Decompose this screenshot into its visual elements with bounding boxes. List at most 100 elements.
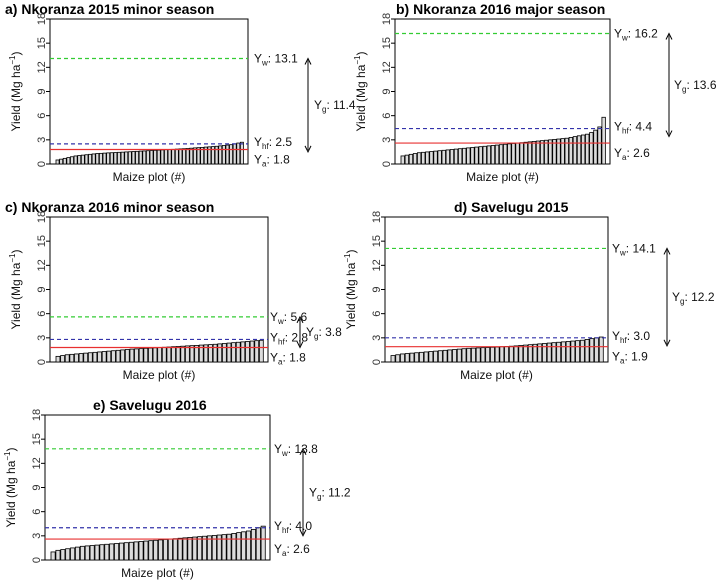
bar	[185, 148, 190, 165]
bar	[457, 148, 463, 165]
bar	[231, 533, 237, 561]
chart-title: a) Nkoranza 2015 minor season	[5, 1, 214, 17]
bar	[167, 538, 173, 561]
bar	[73, 155, 78, 165]
bar	[532, 343, 538, 363]
bar	[449, 149, 455, 165]
bar	[511, 143, 516, 165]
bar	[88, 153, 93, 165]
yw-label-subscript: w	[619, 248, 626, 257]
ya-label: Ya: 1.9	[612, 350, 648, 366]
chart-panel-4: d) Savelugu 2015 0 3 6 9 12 15 18 Yield (Mg ha−1…	[343, 199, 715, 382]
bar	[527, 344, 533, 363]
bar	[456, 348, 462, 363]
bar	[134, 348, 139, 363]
chart-title: d) Savelugu 2015	[454, 199, 569, 215]
bar	[546, 342, 552, 363]
bar	[208, 344, 213, 363]
bar	[523, 141, 528, 165]
arrow-head-down	[299, 529, 307, 537]
y-tick-label: 9	[381, 88, 393, 94]
bar	[518, 345, 524, 363]
bar	[145, 150, 150, 165]
yg-label-symbol: Y	[309, 485, 317, 499]
yw-label-symbol: Y	[270, 310, 278, 324]
x-axis-label: Maize plot (#)	[121, 566, 194, 580]
bar	[101, 351, 107, 363]
yhf-label-subscript: hf	[262, 142, 269, 151]
bar	[164, 149, 168, 165]
yg-label-subscript: g	[314, 332, 318, 341]
bar	[198, 344, 204, 363]
y-axis-label-text: Yield (Mg ha	[9, 262, 23, 329]
bar	[109, 152, 114, 165]
bar	[414, 352, 420, 363]
chart-panel-2: b) Nkoranza 2016 major season 0 3 6 9 12 15 18 Y…	[353, 1, 717, 184]
bar	[55, 159, 60, 165]
plot-frame	[49, 216, 269, 363]
yhf-label: Yhf: 4.4	[614, 120, 652, 136]
chart-panel-5: e) Savelugu 2016 0 3 6 9 12 15 18 Yield (Mg ha−1…	[3, 397, 351, 580]
bar	[106, 350, 112, 363]
bar	[478, 146, 483, 165]
bar	[180, 345, 186, 363]
y-tick-label: 15	[36, 235, 48, 247]
y-tick-label: 18	[381, 13, 393, 25]
bar	[203, 344, 209, 363]
y-axis-label: Yield (Mg ha−1)	[3, 447, 18, 527]
bar	[581, 134, 586, 165]
bar	[240, 341, 246, 363]
bar	[212, 343, 218, 363]
bar	[428, 351, 434, 363]
bar	[211, 146, 215, 165]
bar	[174, 148, 179, 165]
yw-label: Yw: 14.1	[612, 241, 656, 257]
bar	[166, 346, 172, 363]
bar	[229, 144, 234, 165]
y-axis-label-sup: −1	[353, 55, 362, 65]
yw-label-subscript: w	[281, 449, 288, 458]
bar	[104, 543, 110, 561]
yg-label-symbol: Y	[674, 78, 682, 92]
bar	[84, 154, 89, 165]
yg-label-value: : 11.4	[326, 98, 355, 112]
bar	[474, 146, 479, 165]
bar	[148, 347, 153, 363]
bar	[589, 132, 594, 165]
ya-label-subscript: a	[262, 160, 267, 169]
y-tick-label: 3	[371, 335, 383, 341]
ya-label-subscript: a	[278, 358, 283, 367]
yw-label-subscript: w	[277, 317, 284, 326]
bar	[153, 539, 159, 561]
yhf-label: Yhf: 2.8	[270, 330, 308, 346]
bar	[409, 352, 415, 363]
x-axis-label: Maize plot (#)	[466, 170, 539, 184]
y-tick-label: 3	[381, 137, 393, 143]
bar	[192, 536, 198, 561]
ya-label-symbol: Y	[254, 153, 262, 167]
y-tick-label: 6	[36, 311, 48, 317]
bar	[138, 348, 144, 363]
bar	[575, 340, 581, 363]
x-axis-label: Maize plot (#)	[460, 368, 533, 382]
bar	[218, 145, 223, 165]
yw-label: Yw: 5.6	[270, 310, 307, 326]
bar	[221, 145, 226, 165]
chart-panel-1: a) Nkoranza 2015 minor season 0 3 6 9 12 15 18 Y…	[5, 1, 356, 184]
y-tick-label: 15	[381, 37, 393, 49]
bar	[89, 545, 95, 561]
ya-label-value: : 1.8	[266, 153, 290, 167]
bar	[560, 138, 565, 165]
bar	[214, 145, 219, 165]
bar	[576, 135, 582, 165]
y-axis-label-close: )	[9, 249, 23, 253]
bar	[161, 346, 167, 363]
arrow-head-down	[304, 145, 312, 153]
yw-label: Yw: 13.8	[274, 442, 318, 458]
bar	[425, 151, 430, 165]
bar	[226, 342, 232, 363]
plot-frame	[384, 216, 609, 363]
bar	[441, 149, 446, 165]
y-axis-label-close: )	[344, 249, 358, 253]
bar	[106, 152, 111, 165]
